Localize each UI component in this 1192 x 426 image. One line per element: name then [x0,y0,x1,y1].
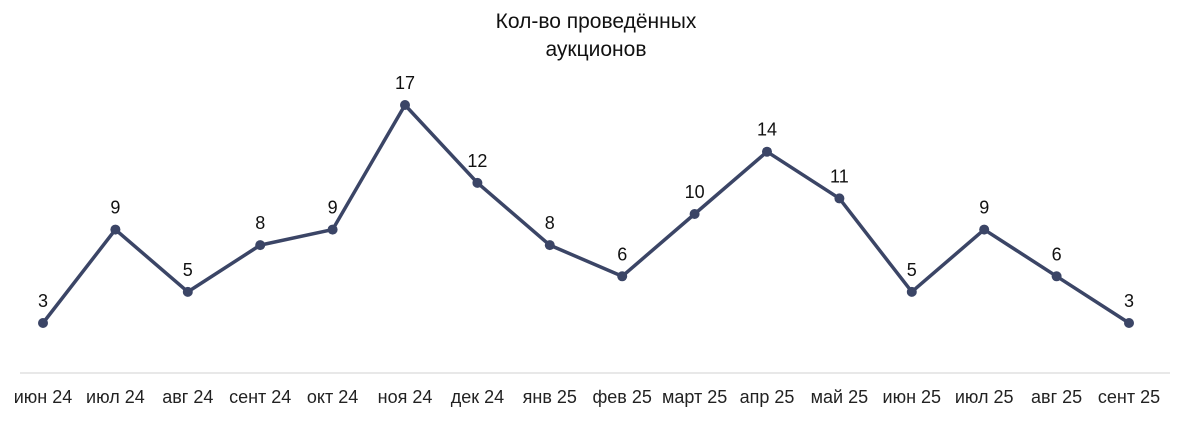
data-point [834,193,845,204]
x-tick-label: июн 24 [14,387,73,407]
data-label: 9 [110,198,120,218]
data-label: 8 [255,213,265,233]
x-tick-label: авг 25 [1031,387,1082,407]
data-points [38,100,1134,328]
x-tick-label: дек 24 [451,387,504,407]
data-label: 10 [685,182,705,202]
data-label: 12 [467,151,487,171]
x-tick-label: фев 25 [592,387,651,407]
chart-title: Кол-во проведённых аукционов [495,10,697,61]
data-point [472,177,483,188]
data-point [617,271,628,282]
data-label: 3 [38,291,48,311]
x-tick-label: ноя 24 [378,387,433,407]
data-point [400,100,410,110]
data-label: 6 [617,244,627,264]
x-tick-label: апр 25 [740,387,795,407]
x-tick-label: авг 24 [162,387,213,407]
x-tick-label: июл 25 [955,387,1014,407]
x-tick-label: июн 25 [883,387,942,407]
data-point [255,240,266,251]
data-point [1124,318,1134,328]
data-point [689,209,700,219]
data-label: 8 [545,213,555,233]
data-label: 6 [1052,244,1062,264]
data-point [110,224,121,235]
series-line [41,103,1130,325]
data-point [182,286,193,297]
data-point [38,318,48,328]
data-label: 5 [183,260,193,280]
data-label: 9 [328,198,338,218]
x-tick-label: май 25 [811,387,868,407]
data-point [1051,271,1062,282]
data-point [544,240,555,251]
data-label: 3 [1124,291,1134,311]
data-label: 9 [979,198,989,218]
data-point [762,146,772,157]
data-label: 17 [395,73,415,93]
data-label: 14 [757,120,777,140]
data-label: 5 [907,260,917,280]
x-tick-label: июл 24 [86,387,145,407]
data-point [906,286,917,297]
x-tick-label: сент 25 [1098,387,1160,407]
x-tick-label: март 25 [662,387,727,407]
data-point [979,224,990,235]
data-point [327,224,338,235]
x-tick-label: сент 24 [229,387,291,407]
x-tick-label: окт 24 [307,387,358,407]
x-tick-label: янв 25 [523,387,577,407]
data-labels: 3 9 5 8 9 17 12 8 6 10 14 11 5 9 6 3 [38,73,1134,311]
x-tick-labels: июн 24 июл 24 авг 24 сент 24 окт 24 ноя 24 дек… [14,387,1160,407]
data-label: 11 [830,166,849,186]
